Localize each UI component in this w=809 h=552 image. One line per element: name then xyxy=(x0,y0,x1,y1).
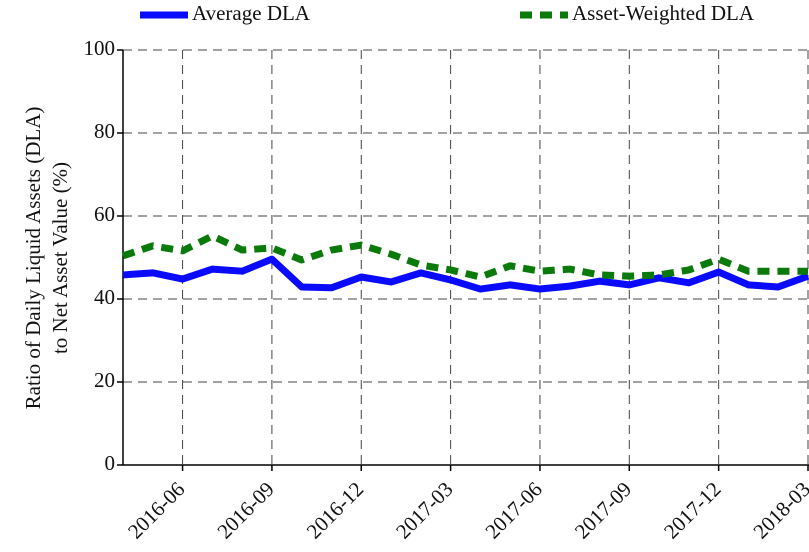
legend-label: Asset-Weighted DLA xyxy=(572,1,755,25)
x-tick-label: 2016-06 xyxy=(123,477,189,543)
y-tick-label: 20 xyxy=(94,368,115,392)
line xyxy=(122,255,809,293)
x-tick-label: 2017-03 xyxy=(391,477,457,543)
x-tick-label: 2016-09 xyxy=(212,477,278,543)
y-tick-label: 40 xyxy=(94,285,115,309)
x-tick-label: 2017-06 xyxy=(480,477,546,543)
y-axis-label: to Net Asset Value (%) xyxy=(48,162,72,354)
y-tick-label: 0 xyxy=(105,451,116,475)
x-tick-label: 2017-12 xyxy=(659,477,725,543)
x-tick-label: 2017-09 xyxy=(570,477,636,543)
y-tick-label: 60 xyxy=(94,202,115,226)
x-tick-label: 2016-12 xyxy=(302,477,368,543)
y-tick-label: 80 xyxy=(94,119,115,143)
y-tick-label: 100 xyxy=(84,36,116,60)
line xyxy=(121,232,808,281)
legend-label: Average DLA xyxy=(192,1,311,25)
x-tick-label: 2018-03 xyxy=(748,477,809,543)
y-axis-label: Ratio of Daily Liquid Assets (DLA) xyxy=(21,107,45,410)
